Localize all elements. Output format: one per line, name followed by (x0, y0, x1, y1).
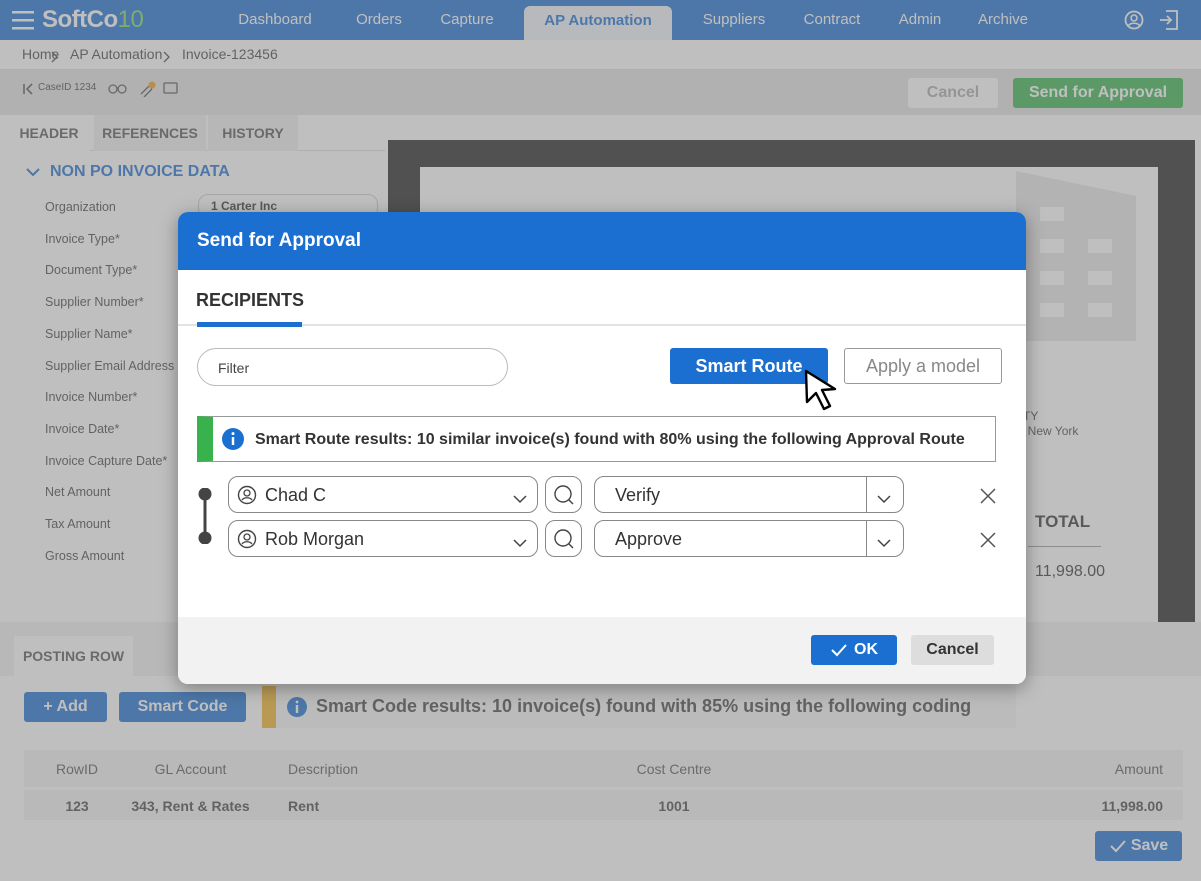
search-icon-wrap (553, 484, 575, 511)
dropdown-chevron (513, 495, 527, 504)
smart-route-button[interactable]: Smart Route (670, 348, 828, 384)
smart-route-info: Smart Route results: 10 similar invoice(… (197, 416, 996, 462)
remove-recipient (980, 532, 996, 548)
smart-route-text: Smart Route results: 10 similar invoice(… (255, 431, 965, 448)
dropdown-chevron-wrap (513, 491, 527, 509)
dropdown-chevron-wrap (513, 535, 527, 553)
ok-label: OK (854, 641, 878, 658)
search-icon (554, 529, 574, 549)
person-icon (237, 529, 257, 549)
ok-button[interactable]: OK (811, 635, 897, 665)
select-divider (866, 477, 867, 512)
person-icon-wrap (237, 485, 257, 510)
filter-input[interactable]: Filter (197, 348, 508, 386)
person-icon (237, 485, 257, 505)
apply-model-button[interactable]: Apply a model (844, 348, 1002, 384)
dialog-header: Send for Approval (178, 212, 1026, 270)
dialog-footer: OK Cancel (178, 617, 1026, 684)
recipient-select[interactable]: Chad C (228, 476, 538, 513)
recipients-tab[interactable]: RECIPIENTS (196, 290, 305, 310)
recipient-name: Rob Morgan (265, 529, 365, 549)
tab-underline (197, 322, 302, 327)
send-approval-dialog: Send for Approval RECIPIENTS Filter Smar… (178, 212, 1026, 684)
select-divider (866, 521, 867, 556)
recipient-action: Approve (615, 529, 683, 549)
search-button[interactable] (545, 520, 582, 557)
recipient-select[interactable]: Rob Morgan (228, 520, 538, 557)
dialog-title: Send for Approval (197, 230, 361, 251)
filter-placeholder: Filter (218, 360, 250, 376)
dropdown-chevron (513, 539, 527, 548)
search-icon-wrap (553, 528, 575, 555)
remove-recipient-wrap (980, 488, 996, 509)
remove-recipient (980, 488, 996, 504)
dropdown-chevron-wrap (877, 535, 891, 553)
remove-recipient-wrap (980, 532, 996, 553)
tab-divider (178, 324, 1026, 326)
search-icon (554, 485, 574, 505)
action-select[interactable]: Approve (594, 520, 904, 557)
person-icon-wrap (237, 529, 257, 554)
info-icon (222, 428, 244, 450)
recipient-action: Verify (615, 485, 661, 505)
check-icon (831, 644, 847, 657)
dropdown-chevron (877, 539, 891, 548)
dropdown-chevron-wrap (877, 491, 891, 509)
recipient-name: Chad C (265, 485, 327, 505)
cancel-dialog-button[interactable]: Cancel (911, 635, 994, 665)
route-timeline (198, 488, 212, 544)
search-button[interactable] (545, 476, 582, 513)
action-select[interactable]: Verify (594, 476, 904, 513)
dropdown-chevron (877, 495, 891, 504)
mouse-cursor (804, 369, 837, 411)
